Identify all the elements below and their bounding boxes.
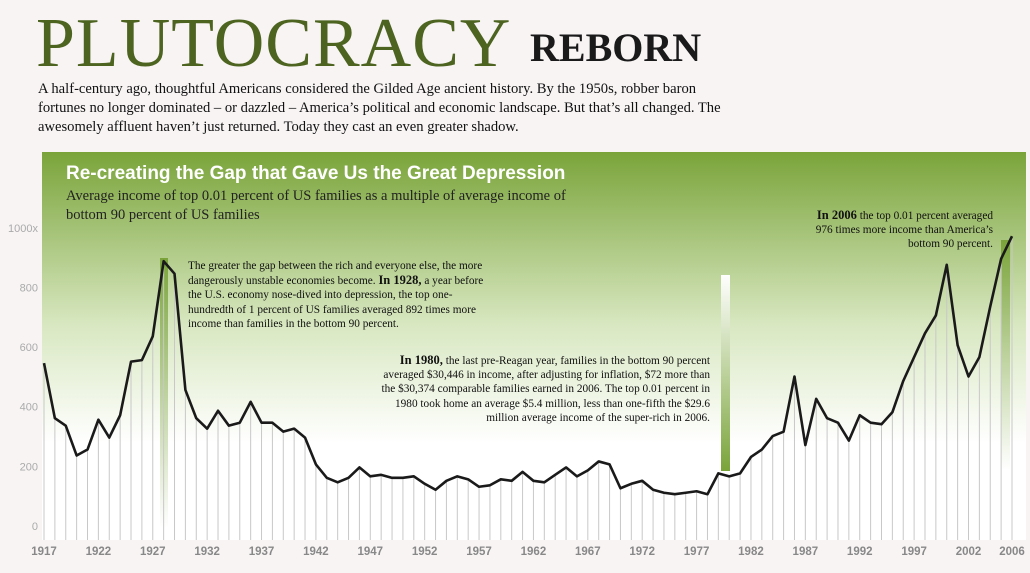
series-line (42, 235, 1014, 496)
x-tick-label: 1982 (738, 546, 764, 558)
annotation-text: the top 0.01 percent averaged 976 times … (815, 210, 993, 251)
annotation: In 1980, the last pre-Reagan year, famil… (380, 353, 710, 425)
annotation-text: the last pre-Reagan year, families in th… (381, 355, 710, 424)
y-tick-label: 1000x (8, 223, 38, 235)
annotation-lead: In 1928, (378, 273, 422, 288)
x-tick-label: 1952 (412, 546, 438, 558)
x-tick-label: 1922 (86, 546, 112, 558)
y-tick-label: 200 (20, 461, 38, 473)
title: PLUTOCRACY (36, 5, 512, 82)
y-tick-label: 400 (20, 402, 38, 414)
x-tick-label: 1932 (194, 546, 220, 558)
x-tick-label: 1987 (793, 546, 819, 558)
x-tick-label: 1927 (140, 546, 166, 558)
annotation-text: a year before the U.S. economy nose-dive… (188, 275, 484, 330)
plot-background (42, 152, 1026, 540)
x-tick-label: 1957 (466, 546, 492, 558)
x-tick-label: 1942 (303, 546, 329, 558)
x-tick-label: 1947 (357, 546, 383, 558)
x-tick-label: 1977 (684, 546, 710, 558)
highlight-bar (721, 275, 730, 471)
x-tick-label: 1917 (31, 546, 57, 558)
annotation-lead: In 2006 (816, 208, 857, 222)
y-tick-label: 600 (20, 342, 38, 354)
annotation: In 2006 the top 0.01 percent averaged 97… (800, 208, 993, 252)
y-tick-label: 0 (32, 521, 38, 533)
annotation-text: The greater the gap between the rich and… (188, 260, 483, 288)
intro: A half-century ago, thoughtful Americans… (38, 81, 721, 135)
x-tick-label: 1962 (521, 546, 547, 558)
x-tick-label: 1997 (901, 546, 927, 558)
y-tick-label: 800 (20, 283, 38, 295)
chart-title: Re-creating the Gap that Gave Us the Gre… (66, 163, 566, 184)
x-tick-label: 2002 (956, 546, 982, 558)
highlight-bar (1001, 240, 1010, 470)
annotation-lead: In 1980, (399, 353, 443, 367)
title-suffix: REBORN (530, 25, 702, 70)
chart-subtitle: Average income of top 0.01 percent of US… (66, 188, 566, 223)
annotation: The greater the gap between the rich and… (188, 259, 488, 331)
x-tick-label: 1992 (847, 546, 873, 558)
x-tick-label: 1967 (575, 546, 601, 558)
x-tick-label: 2006 (999, 546, 1025, 558)
x-tick-label: 1937 (249, 546, 275, 558)
x-tick-label: 1972 (629, 546, 655, 558)
